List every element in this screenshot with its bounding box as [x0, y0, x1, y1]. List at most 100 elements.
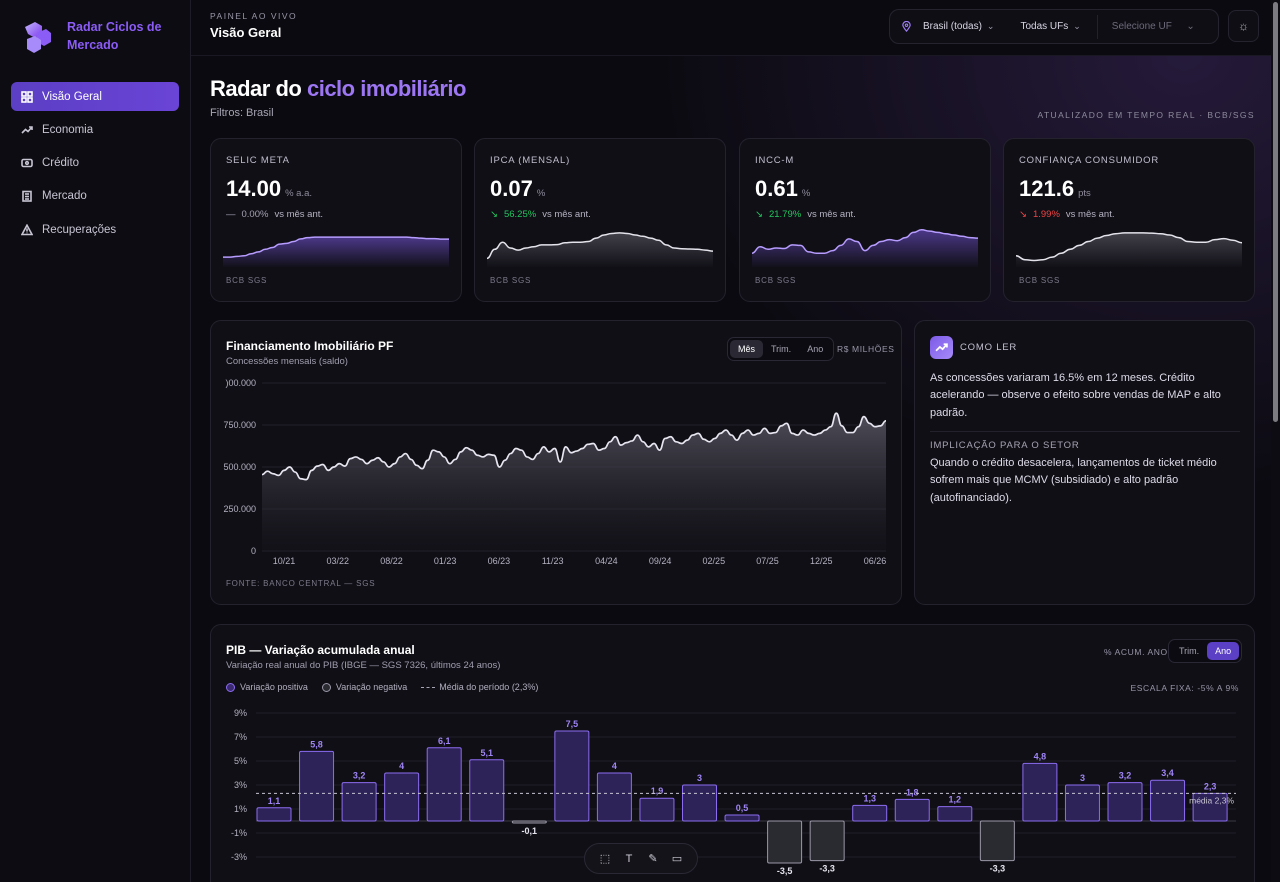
- x-tick-label: 06/23: [488, 556, 511, 566]
- pen-icon[interactable]: ✎: [648, 853, 658, 865]
- legend-swatch: [321, 682, 331, 692]
- bar-value-label: -3,3: [990, 864, 1006, 874]
- sparkline-area: [487, 232, 713, 267]
- sidebar-item-label: Mercado: [42, 190, 87, 203]
- bar[interactable]: [767, 820, 803, 864]
- bar-value-label: 3: [1080, 773, 1085, 783]
- y-tick-label: 9%: [234, 708, 247, 718]
- main-content: Radar do ciclo imobiliário Filtros: Bras…: [191, 56, 1271, 882]
- kpi-card-ipca[interactable]: IPCA (MENSAL) 0.07% ↘ 56.25% vs mês ant. B…: [474, 138, 726, 302]
- bar[interactable]: [1150, 779, 1186, 822]
- building-icon: [22, 191, 32, 203]
- scrollbar-thumb[interactable]: [1273, 2, 1278, 422]
- chevron-down-icon: ⌄: [1073, 21, 1081, 31]
- kpi-value: 0.07%: [490, 176, 545, 202]
- y-tick-label: 750.000: [223, 420, 256, 430]
- kpi-card-incc[interactable]: INCC-M 0.61% ↘ 21.79% vs mês ant. BCB SGS: [739, 138, 991, 302]
- bar[interactable]: [979, 820, 1015, 862]
- y-tick-label: 5%: [234, 756, 247, 766]
- bar[interactable]: [426, 747, 462, 822]
- kpi-unit: pts: [1078, 188, 1091, 199]
- y-tick-label: 0: [251, 546, 256, 556]
- bar[interactable]: [1064, 784, 1100, 822]
- uf-select-placeholder: Selecione UF: [1111, 21, 1172, 32]
- y-tick-label: )00.000: [225, 378, 256, 388]
- bar-value-label: 3,4: [1161, 768, 1174, 778]
- bar[interactable]: [852, 804, 888, 822]
- divider: [930, 431, 1240, 432]
- uf-select[interactable]: Selecione UF ⌄: [1096, 14, 1205, 39]
- bar[interactable]: [299, 750, 335, 822]
- x-tick-label: 07/25: [756, 556, 779, 566]
- period-tab-quarter[interactable]: Trim.: [1179, 646, 1200, 656]
- bar-value-label: -3,3: [819, 864, 835, 874]
- period-tab-year[interactable]: Ano: [1207, 642, 1240, 660]
- sidebar-item-label: Visão Geral: [42, 90, 102, 103]
- legend-swatch: [226, 682, 235, 692]
- sidebar-item-label: Crédito: [42, 157, 80, 170]
- sidebar-item-visao-geral[interactable]: Visão Geral: [11, 82, 179, 111]
- bar[interactable]: [256, 807, 292, 822]
- bar-value-label: 1,3: [863, 793, 876, 803]
- chart-subtitle: Variação real anual do PIB (IBGE — SGS 7…: [226, 660, 501, 671]
- bar[interactable]: [639, 797, 675, 822]
- text-icon[interactable]: T: [625, 852, 633, 865]
- kpi-sparkline: [752, 229, 978, 267]
- kpi-label: INCC-M: [755, 155, 795, 166]
- legend-negative: Variação negativa: [321, 682, 407, 692]
- sidebar-item-credito[interactable]: Crédito: [11, 149, 179, 178]
- kpi-delta-arrow: —: [226, 209, 236, 220]
- kpi-card-confianca[interactable]: CONFIANÇA CONSUMIDOR 121.6 pts ↘ 1.99% vs m…: [1003, 138, 1255, 302]
- kpi-value: 121.6 pts: [1019, 176, 1091, 202]
- theme-toggle-button[interactable]: ☼: [1228, 10, 1259, 42]
- bar-value-label: 0,5: [736, 803, 749, 813]
- sparkline-area: [1016, 232, 1242, 267]
- bar[interactable]: [384, 772, 420, 822]
- kpi-delta: — 0.00% vs mês ant.: [226, 209, 323, 220]
- period-tab-month[interactable]: Mês: [730, 340, 764, 358]
- bar[interactable]: [469, 759, 505, 822]
- bar-value-label: 4,8: [1034, 751, 1047, 761]
- scrollbar[interactable]: [1271, 0, 1280, 882]
- filter-bar: Brasil (todas) ⌄ Todas UFs ⌄ Selecione U…: [889, 9, 1219, 44]
- scale-label: ESCALA FIXA: -5% A 9%: [1130, 683, 1239, 693]
- period-tab-year[interactable]: Ano: [807, 344, 824, 354]
- comment-icon[interactable]: ▭: [671, 853, 683, 865]
- active-filters: Filtros: Brasil: [210, 107, 274, 119]
- bar[interactable]: [511, 820, 547, 824]
- kpi-delta-value: 0.00%: [241, 209, 269, 220]
- bar[interactable]: [937, 806, 973, 822]
- bar-value-label: -3,5: [777, 866, 793, 876]
- sidebar-item-mercado[interactable]: Mercado: [11, 182, 179, 211]
- bar-value-label: 2,3: [1204, 781, 1217, 791]
- bar[interactable]: [724, 814, 760, 822]
- bar[interactable]: [894, 798, 930, 822]
- kpi-unit: %: [536, 188, 546, 199]
- bar[interactable]: [596, 772, 632, 822]
- bar[interactable]: [1022, 762, 1058, 822]
- region-select[interactable]: Brasil (todas) ⌄: [923, 21, 994, 32]
- page-title-accent: ciclo imobiliário: [306, 76, 466, 101]
- sidebar-item-economia[interactable]: Economia: [11, 115, 179, 144]
- chevron-down-icon: ⌄: [986, 21, 995, 31]
- bar[interactable]: [682, 784, 717, 822]
- brand[interactable]: Radar Ciclos de Mercado: [22, 18, 167, 55]
- uf-scope-select[interactable]: Todas UFs ⌄: [1020, 21, 1080, 32]
- sidebar: Radar Ciclos de Mercado Visão Geral Econ…: [0, 0, 191, 882]
- sidebar-item-recuperacoes[interactable]: Recuperações: [11, 215, 179, 244]
- kpi-card-selic[interactable]: SELIC META 14.00% a.a. — 0.00% vs mês ant.…: [210, 138, 462, 302]
- kpi-delta-arrow: ↘: [1019, 209, 1027, 220]
- bar[interactable]: [809, 820, 845, 862]
- pib-card: PIB — Variação acumulada anual Variação …: [210, 624, 1255, 882]
- sparkline-area: [752, 229, 978, 267]
- bar[interactable]: [341, 782, 377, 822]
- update-status: ATUALIZADO EM TEMPO REAL · BCB/SGS: [1037, 110, 1255, 120]
- bar[interactable]: [554, 730, 590, 822]
- card-icon: [21, 158, 33, 168]
- legend-swatch: [421, 686, 436, 688]
- bar[interactable]: [1107, 782, 1143, 822]
- select-icon[interactable]: ⬚: [599, 853, 611, 865]
- financing-card: Financiamento Imobiliário PF Concessões …: [210, 320, 902, 605]
- bar-value-label: 3,2: [1119, 771, 1132, 781]
- period-tab-quarter[interactable]: Trim.: [771, 344, 792, 354]
